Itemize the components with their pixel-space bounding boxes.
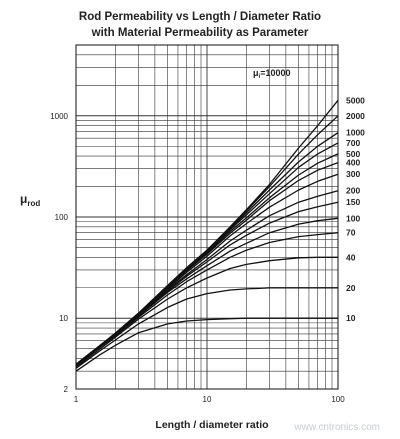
series-label-500: 500	[346, 149, 360, 159]
permeability-annotation: μi=10000	[253, 68, 290, 80]
series-label-100: 100	[346, 213, 360, 223]
x-tick-label: 1	[74, 395, 79, 404]
series-label-200: 200	[346, 186, 360, 196]
series-label-2000: 2000	[346, 111, 365, 121]
y-axis-label-sub: rod	[27, 199, 40, 208]
watermark: www.cntronics.com	[293, 422, 380, 433]
chart-subtitle: with Material Permeability as Parameter	[91, 27, 309, 39]
series-label-700: 700	[346, 138, 360, 148]
x-axis-ticks: 1 10 100	[74, 395, 345, 404]
series-label-300: 300	[346, 169, 360, 179]
x-axis-label: Length / diameter ratio	[155, 419, 268, 431]
y-tick-label: 2	[64, 385, 69, 394]
y-tick-label: 100	[55, 213, 69, 222]
y-axis-label: μrod	[20, 192, 40, 208]
y-axis-label-main: μ	[20, 192, 27, 206]
series-line-20	[75, 287, 338, 369]
chart-title: Rod Permeability vs Length / Diameter Ra…	[79, 11, 321, 23]
x-tick-label: 100	[331, 395, 345, 404]
series-line-10	[75, 317, 338, 372]
series-label-20: 20	[346, 283, 356, 293]
series-label-150: 150	[346, 197, 360, 207]
series-label-5000: 5000	[346, 95, 365, 105]
annotation-value: =10000	[260, 68, 290, 78]
annotation-mu: μ	[253, 68, 259, 78]
plot-frame	[75, 44, 339, 390]
x-tick-label: 10	[203, 395, 212, 404]
series-label-40: 40	[346, 252, 356, 262]
series-line-40	[75, 256, 338, 368]
series-label-1000: 1000	[346, 128, 365, 138]
series-line-70	[75, 232, 339, 367]
y-axis-ticks: 2 10 100 1000	[50, 112, 68, 394]
series-lines	[75, 99, 339, 372]
y-tick-label: 10	[59, 314, 68, 323]
series-label-70: 70	[346, 228, 356, 238]
y-tick-label: 1000	[50, 112, 68, 121]
series-label-10: 10	[346, 313, 356, 323]
series-label-400: 400	[346, 158, 360, 168]
annotation-sub: i	[259, 74, 261, 80]
